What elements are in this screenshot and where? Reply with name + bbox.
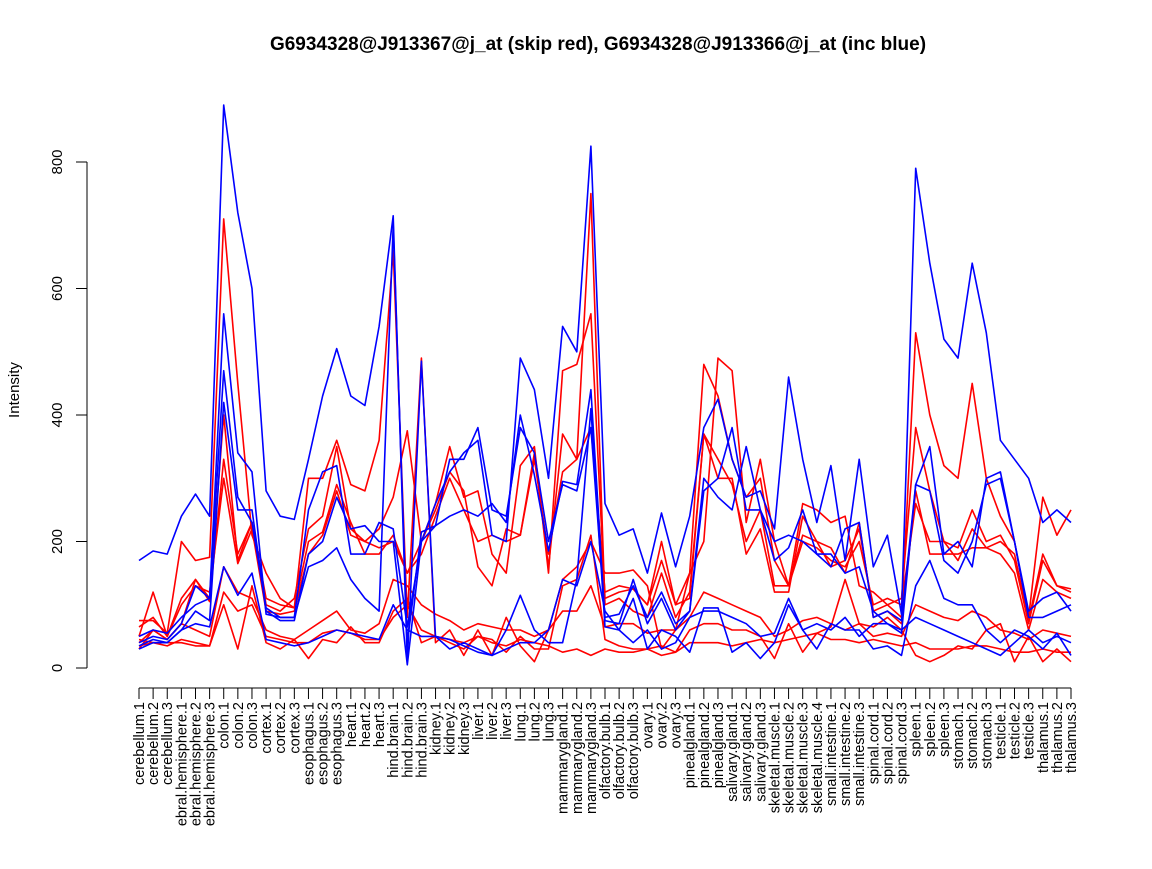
x-tick-label: colon.3 [245,702,261,749]
x-tick-label: small.intestine.2 [838,702,854,806]
series-layer [138,104,1072,666]
x-tick-label: spleen.1 [909,702,925,757]
x-tick-label: ovary.1 [640,702,656,748]
x-tick-label: testicle.2 [1008,702,1024,759]
x-tick-label: olfactory.bulb.3 [626,702,642,799]
x-tick-label: spleen.2 [923,702,939,757]
x-tick-label: stomach.1 [951,702,967,769]
x-tick-label: cerebellum.3 [160,702,176,785]
x-tick-label: skeletal.muscle.1 [767,702,783,813]
inc-blue-series-line-8 [138,104,1072,663]
skip-red-series-line-7 [138,591,1071,657]
x-tick-label: cerebellum.1 [132,702,148,785]
x-tick-label: heart.1 [344,702,360,747]
y-axis: 0 200 400 600 800 [49,149,88,672]
x-tick-label: lung.2 [527,702,543,742]
x-tick-label: small.intestine.1 [824,702,840,806]
x-tick-label: cerebellum.2 [146,702,162,785]
x-tick-label: heart.3 [372,702,388,747]
x-tick-label: spinal.cord.3 [895,702,911,784]
x-tick-label: hind.brain.3 [414,702,430,778]
x-tick-label: ovary.2 [654,702,670,748]
x-tick-label: ebral.hemisphere.1 [174,702,190,826]
x-tick-label: olfactory.bulb.1 [598,702,614,799]
x-tick-label: spleen.3 [937,702,953,757]
x-tick-label: skeletal.muscle.4 [810,702,826,813]
x-tick-label: pinealgland.1 [683,702,699,788]
x-tick-label: hind.brain.1 [386,702,402,778]
x-tick-label: thalamus.3 [1064,702,1080,773]
x-tick-label: thalamus.2 [1050,702,1066,773]
x-tick-label: ebral.hemisphere.2 [188,702,204,826]
x-tick-label: kidney.1 [429,702,445,755]
x-tick-label: lung.3 [542,702,558,742]
y-tick-label: 800 [49,149,66,174]
x-tick-label: hind.brain.2 [400,702,416,778]
x-tick-label: lung.1 [513,702,529,742]
y-tick-label: 400 [49,402,66,427]
x-tick-label: skeletal.muscle.2 [782,702,798,813]
x-tick-label: liver.1 [471,702,487,740]
x-tick-label: cortex.2 [273,702,289,754]
x-tick-label: spinal.cord.1 [866,702,882,784]
x-tick-label: pinealgland.3 [711,702,727,788]
x-tick-label: cortex.3 [287,702,303,754]
skip-red-series-line-6 [138,534,1072,663]
x-tick-label: testicle.1 [993,702,1009,759]
y-tick-label: 0 [49,664,66,672]
x-tick-label: kidney.2 [443,702,459,755]
x-tick-label: esophagus.1 [301,702,317,785]
x-tick-label: spinal.cord.2 [880,702,896,784]
x-tick-label: pinealgland.2 [697,702,713,788]
x-tick-label: stomach.3 [979,702,995,769]
y-tick-label: 600 [49,276,66,301]
x-tick-label: olfactory.bulb.2 [612,702,628,799]
x-tick-label: ovary.3 [669,702,685,748]
x-tick-label: esophagus.2 [316,702,332,785]
x-tick-label: testicle.3 [1022,702,1038,759]
y-axis-label: Intensity [6,362,23,418]
inc-blue-series-line-12 [138,407,1072,660]
x-tick-label: ebral.hemisphere.3 [203,702,219,826]
x-tick-label: thalamus.1 [1036,702,1052,773]
x-tick-label: salivary.gland.1 [725,702,741,802]
x-tick-label: colon.1 [217,702,233,749]
x-tick-label: heart.2 [358,702,374,747]
y-tick-label: 200 [49,529,66,554]
x-tick-label: mammarygland.1 [556,702,572,814]
x-tick-label: mammarygland.2 [570,702,586,814]
x-tick-label: colon.2 [231,702,247,749]
x-tick-label: salivary.gland.3 [753,702,769,802]
x-tick-label: small.intestine.3 [852,702,868,806]
x-tick-label: salivary.gland.2 [739,702,755,802]
x-tick-label: kidney.3 [457,702,473,755]
x-tick-label: skeletal.muscle.3 [796,702,812,813]
chart-title: G6934328@J913367@j_at (skip red), G69343… [270,34,926,55]
x-tick-label: liver.2 [485,702,501,740]
skip-red-series-line-4 [138,426,1072,638]
x-tick-label: stomach.2 [965,702,981,769]
x-tick-label: mammarygland.3 [584,702,600,814]
inc-blue-series-line-10 [138,224,1072,644]
x-tick-label: esophagus.3 [330,702,346,785]
x-tick-label: cortex.1 [259,702,275,754]
x-tick-label: liver.3 [499,702,515,740]
x-axis: cerebellum.1cerebellum.2cerebellum.3ebra… [132,687,1080,826]
